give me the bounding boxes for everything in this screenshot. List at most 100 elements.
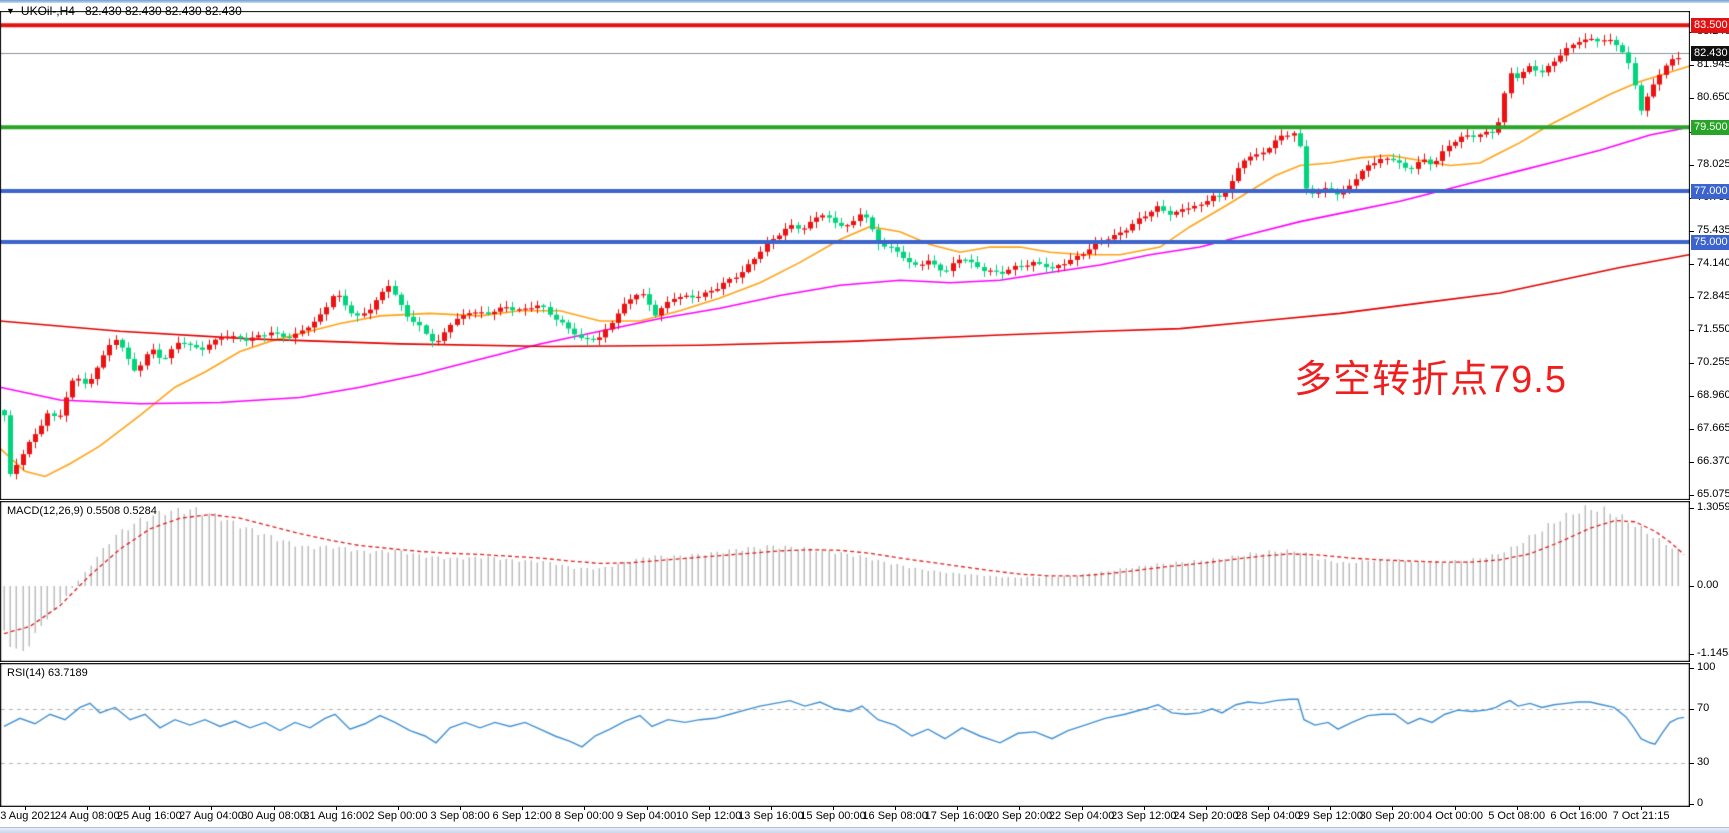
time-tick-mark — [398, 806, 399, 810]
axis-tick-mark — [1689, 165, 1694, 166]
axis-tick-mark — [1689, 98, 1694, 99]
price-tick-label: 70.255 — [1697, 355, 1729, 368]
time-tick-mark — [895, 806, 896, 810]
macd-axis-label: -1.1455 — [1697, 647, 1729, 660]
time-axis-label: 2 Sep 00:00 — [368, 810, 428, 822]
axis-tick-mark — [1689, 231, 1694, 232]
time-tick-mark — [1268, 806, 1269, 810]
price-tick-label: 80.650 — [1697, 91, 1729, 103]
axis-tick-mark — [1689, 297, 1694, 298]
time-tick-mark — [584, 806, 585, 810]
time-tick-mark — [1330, 806, 1331, 810]
axis-tick-mark — [1689, 668, 1694, 669]
time-tick-mark — [1144, 806, 1145, 810]
time-tick-mark — [1082, 806, 1083, 810]
axis-tick-mark — [1689, 330, 1694, 331]
axis-tick-mark — [1689, 586, 1694, 587]
axis-tick-mark — [1689, 508, 1694, 509]
price-tick-label: 71.550 — [1697, 322, 1729, 335]
time-tick-mark — [771, 806, 772, 810]
price-tick-label: 66.370 — [1697, 454, 1729, 467]
price-level-badge: 82.430 — [1691, 45, 1729, 61]
time-tick-mark — [1641, 806, 1642, 810]
rsi-indicator-label: RSI(14) 63.7189 — [7, 667, 88, 679]
axis-tick-mark — [1689, 396, 1694, 397]
macd-axis-label: 0.00 — [1697, 579, 1719, 591]
time-tick-mark — [1517, 806, 1518, 810]
time-axis-label: 4 Oct 00:00 — [1426, 810, 1483, 822]
price-level-badge: 83.500 — [1691, 18, 1729, 34]
time-axis-label: 24 Sep 20:00 — [1173, 810, 1239, 822]
axis-tick-mark — [1689, 495, 1694, 496]
time-axis-label: 6 Sep 12:00 — [492, 810, 552, 822]
time-axis-label: 24 Aug 08:00 — [54, 810, 120, 822]
time-tick-mark — [1019, 806, 1020, 810]
time-tick-mark — [709, 806, 710, 810]
time-tick-mark — [1579, 806, 1580, 810]
symbol-timeframe-label: UKOil-,H4 — [20, 4, 75, 18]
chart-annotation-text: 多空转折点79.5 — [1294, 359, 1567, 401]
time-axis-label: 6 Oct 16:00 — [1550, 810, 1608, 822]
time-axis-label: 3 Sep 08:00 — [430, 810, 490, 822]
price-level-badge: 77.000 — [1691, 184, 1729, 200]
time-axis-label: 9 Sep 04:00 — [616, 810, 677, 822]
axis-tick-mark — [1689, 654, 1694, 655]
price-level-badge: 75.000 — [1691, 234, 1729, 250]
main-price-chart[interactable] — [0, 11, 1690, 500]
time-tick-mark — [1392, 806, 1393, 810]
axis-tick-mark — [1689, 804, 1694, 805]
time-axis-label: 5 Oct 08:00 — [1488, 810, 1546, 822]
price-tick-label: 67.665 — [1697, 421, 1729, 434]
chart-title-row: ▼ UKOil-,H4 82.430 82.430 82.430 82.430 — [6, 4, 242, 18]
axis-tick-mark — [1689, 264, 1694, 265]
rsi-axis-label: 70 — [1697, 701, 1710, 714]
window-top-edge — [0, 0, 1729, 3]
axis-tick-mark — [1689, 429, 1694, 430]
macd-axis-label: 1.3059 — [1697, 501, 1729, 514]
axis-tick-mark — [1689, 462, 1694, 463]
price-tick-label: 78.025 — [1697, 157, 1729, 170]
price-tick-label: 65.075 — [1697, 487, 1729, 500]
time-tick-mark — [274, 806, 275, 810]
time-tick-mark — [336, 806, 337, 810]
time-tick-mark — [1206, 806, 1207, 810]
ohlc-values: 82.430 82.430 82.430 82.430 — [84, 4, 242, 18]
price-tick-label: 75.435 — [1697, 223, 1729, 236]
price-tick-label: 74.140 — [1697, 256, 1729, 269]
time-axis-label: 8 Sep 00:00 — [554, 810, 615, 822]
macd-panel[interactable] — [0, 501, 1690, 662]
rsi-axis-label: 0 — [1697, 797, 1704, 809]
time-tick-mark — [957, 806, 958, 810]
time-axis-label: 23 Aug 2021 — [0, 810, 56, 822]
time-tick-mark — [522, 806, 523, 810]
time-axis-label: 10 Sep 12:00 — [675, 810, 742, 822]
time-tick-mark — [25, 806, 26, 810]
price-level-badge: 79.500 — [1691, 120, 1729, 136]
time-tick-mark — [211, 806, 212, 810]
time-axis-label: 30 Aug 08:00 — [241, 810, 307, 822]
time-tick-mark — [87, 806, 88, 810]
time-tick-mark — [149, 806, 150, 810]
rsi-panel[interactable] — [0, 663, 1690, 807]
time-axis-label: 16 Sep 08:00 — [862, 810, 928, 822]
axis-tick-mark — [1689, 763, 1694, 764]
time-axis-label: 29 Sep 12:00 — [1297, 810, 1363, 822]
axis-tick-mark — [1689, 363, 1694, 364]
time-tick-mark — [647, 806, 648, 810]
time-axis-label: 28 Sep 04:00 — [1235, 810, 1301, 822]
time-axis-label: 17 Sep 16:00 — [924, 810, 991, 822]
symbol-dropdown-icon[interactable]: ▼ — [6, 6, 15, 16]
time-axis-label: 30 Sep 20:00 — [1359, 810, 1426, 822]
price-tick-label: 81.945 — [1697, 58, 1729, 70]
price-tick-label: 72.845 — [1697, 289, 1729, 302]
time-tick-mark — [460, 806, 461, 810]
rsi-axis-label: 30 — [1697, 756, 1710, 769]
time-axis-label: 23 Sep 12:00 — [1111, 810, 1177, 822]
time-axis-label: 13 Sep 16:00 — [738, 810, 804, 822]
axis-tick-mark — [1689, 65, 1694, 66]
time-axis-label: 15 Sep 00:00 — [800, 810, 866, 822]
macd-indicator-label: MACD(12,26,9) 0.5508 0.5284 — [7, 505, 157, 517]
price-tick-label: 68.960 — [1697, 388, 1729, 401]
window-bottom-edge — [0, 827, 1729, 833]
